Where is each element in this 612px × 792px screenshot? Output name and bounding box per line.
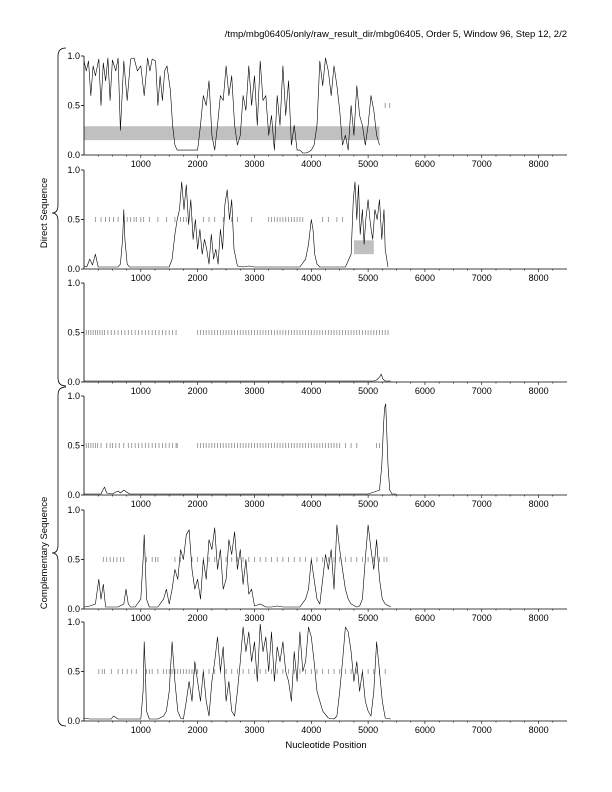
y-tick-label: 1.0	[67, 505, 80, 515]
panel-4: 0.0 0.5 1.0 1000 2000 3000 4000 5000 6000 7000 800…	[67, 391, 567, 509]
series-line	[83, 623, 391, 720]
group-brace-direct	[51, 47, 67, 387]
x-tick-label: 1000	[131, 159, 151, 169]
x-tick-label: 5000	[358, 273, 378, 283]
x-tick-label: 4000	[301, 273, 321, 283]
group-label-direct: Direct Sequence	[39, 178, 50, 248]
highlight-band	[353, 240, 374, 255]
highlight-band	[84, 126, 380, 141]
x-tick-label: 8000	[529, 273, 549, 283]
y-tick-label: 0.5	[67, 555, 80, 565]
y-tick-label: 1.0	[67, 617, 80, 627]
y-tick-label: 0.0	[67, 604, 80, 614]
x-tick-label: 7000	[472, 386, 492, 396]
series-line	[84, 403, 397, 495]
x-tick-label: 1000	[131, 725, 151, 735]
x-tick-label: 5000	[358, 613, 378, 623]
x-tick-label: 6000	[415, 613, 435, 623]
x-tick-label: 7000	[472, 613, 492, 623]
y-tick-label: 0.0	[67, 264, 80, 274]
x-tick-label: 5000	[358, 499, 378, 509]
series-line	[84, 373, 391, 382]
brace-direct	[51, 47, 67, 387]
y-tick-label: 0.0	[67, 377, 80, 387]
y-tick-label: 1.0	[67, 391, 80, 401]
x-tick-label: 6000	[415, 725, 435, 735]
group-label-complementary: Complementary Sequence	[39, 497, 50, 609]
group-brace-complementary	[51, 386, 67, 727]
x-tick-label: 4000	[301, 386, 321, 396]
x-tick-label: 3000	[244, 159, 264, 169]
brace-complementary	[51, 386, 67, 727]
y-tick-label: 0.5	[67, 667, 80, 677]
x-axis-title: Nucleotide Position	[285, 740, 366, 751]
series-line	[83, 524, 391, 608]
y-tick-label: 1.0	[67, 278, 80, 288]
x-tick-label: 3000	[244, 725, 264, 735]
x-tick-label: 2000	[188, 613, 208, 623]
y-tick-label: 0.5	[67, 441, 80, 451]
x-tick-label: 3000	[244, 613, 264, 623]
x-tick-label: 8000	[529, 386, 549, 396]
x-tick-label: 4000	[301, 499, 321, 509]
x-tick-label: 8000	[529, 499, 549, 509]
x-tick-label: 6000	[415, 159, 435, 169]
x-tick-label: 2000	[188, 159, 208, 169]
x-tick-label: 4000	[301, 725, 321, 735]
y-tick-label: 1.0	[67, 165, 80, 175]
x-tick-label: 1000	[131, 273, 151, 283]
x-tick-label: 2000	[188, 725, 208, 735]
panel-2: 0.0 0.5 1.0 1000 2000 3000 4000 5000 6000 7000 800…	[67, 165, 567, 283]
x-tick-label: 8000	[529, 613, 549, 623]
chart-title: /tmp/mbg06405/only/raw_result_dir/mbg064…	[225, 29, 567, 40]
y-tick-label: 0.0	[67, 716, 80, 726]
x-tick-label: 3000	[244, 273, 264, 283]
y-tick-label: 0.0	[67, 150, 80, 160]
panel-5: 0.0 0.5 1.0 1000 2000 3000 4000 5000 6000 7000 800…	[67, 505, 567, 623]
y-tick-label: 0.5	[67, 215, 80, 225]
x-tick-label: 7000	[472, 159, 492, 169]
x-tick-label: 7000	[472, 499, 492, 509]
x-tick-label: 7000	[472, 273, 492, 283]
panels-group: 0.0 0.5 1.0 1000 2000 3000 4000 5000 6000 7000 800…	[67, 51, 567, 735]
x-tick-label: 5000	[358, 386, 378, 396]
panel-1: 0.0 0.5 1.0 1000 2000 3000 4000 5000 6000 7000 800…	[67, 51, 567, 169]
x-tick-label: 2000	[188, 386, 208, 396]
x-tick-label: 1000	[131, 499, 151, 509]
x-tick-label: 5000	[358, 159, 378, 169]
x-tick-label: 3000	[244, 386, 264, 396]
y-tick-label: 1.0	[67, 51, 80, 61]
x-tick-label: 2000	[188, 499, 208, 509]
x-tick-label: 6000	[415, 499, 435, 509]
x-tick-label: 7000	[472, 725, 492, 735]
y-tick-label: 0.5	[67, 328, 80, 338]
x-tick-label: 6000	[415, 386, 435, 396]
x-tick-label: 4000	[301, 613, 321, 623]
series-line	[83, 57, 380, 154]
y-tick-label: 0.5	[67, 101, 80, 111]
series-line	[83, 181, 389, 268]
x-tick-label: 4000	[301, 159, 321, 169]
y-tick-label: 0.0	[67, 490, 80, 500]
x-tick-label: 5000	[358, 725, 378, 735]
panel-3: 0.0 0.5 1.0 1000 2000 3000 4000 5000 6000 7000 800…	[67, 278, 567, 396]
x-tick-label: 8000	[529, 725, 549, 735]
x-tick-label: 2000	[188, 273, 208, 283]
x-tick-label: 3000	[244, 499, 264, 509]
x-tick-label: 6000	[415, 273, 435, 283]
x-tick-label: 8000	[529, 159, 549, 169]
panel-6: 0.0 0.5 1.0 1000 2000 3000 4000 5000 6000 7000 800…	[67, 617, 567, 735]
x-tick-label: 1000	[131, 613, 151, 623]
x-tick-label: 1000	[131, 386, 151, 396]
